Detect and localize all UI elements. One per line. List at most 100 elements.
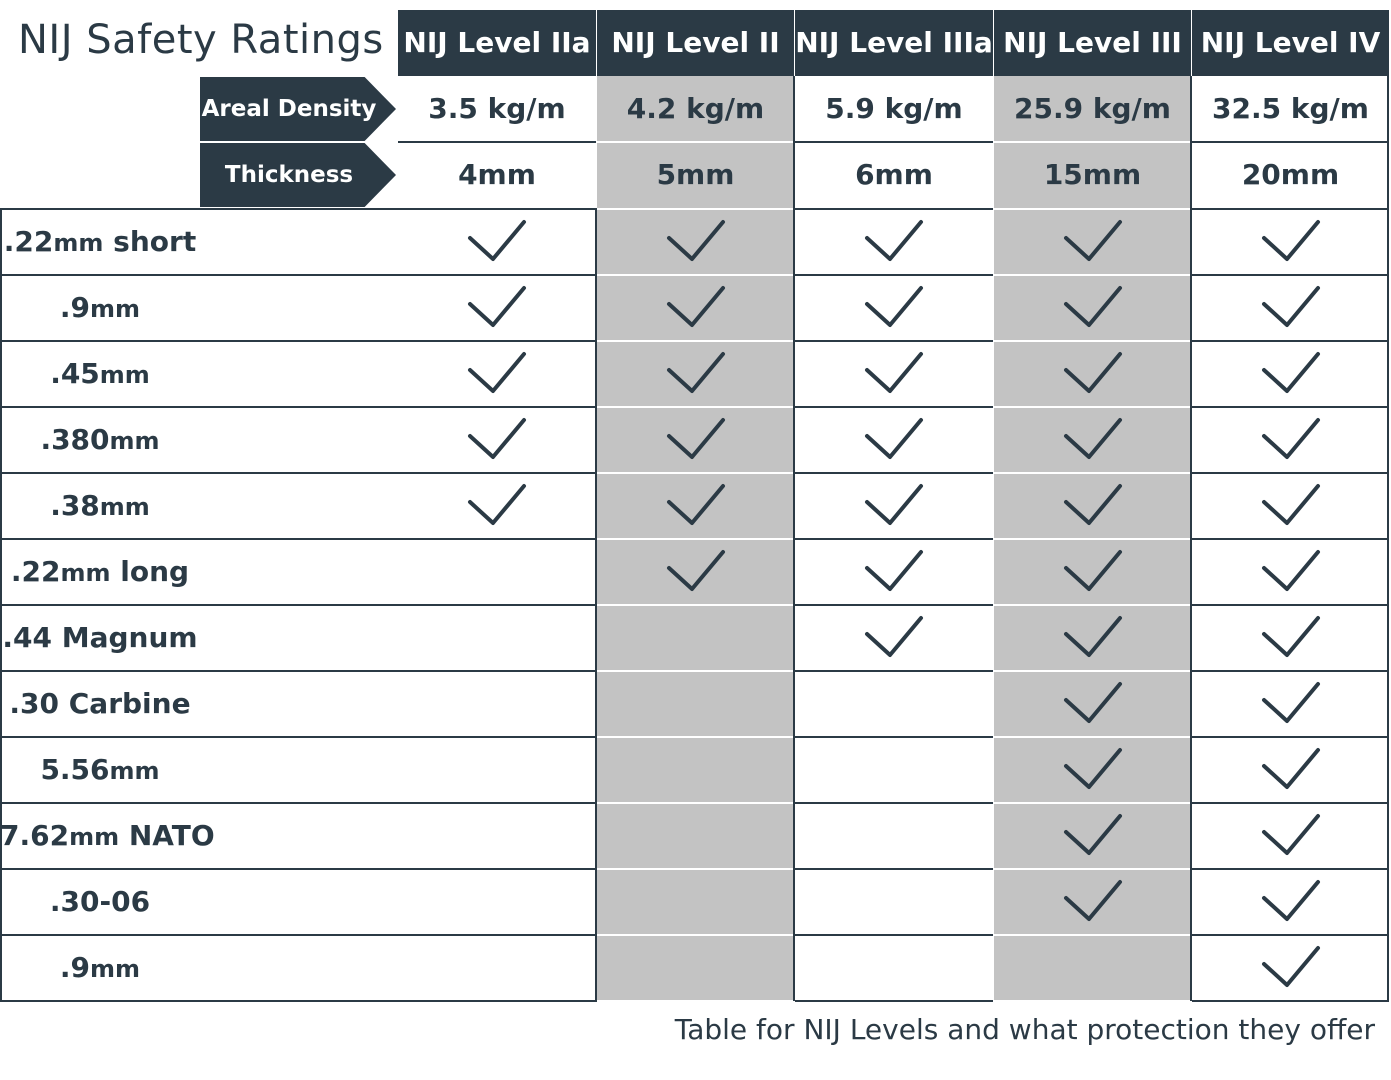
caliber-label: .30-06 xyxy=(0,870,200,934)
row-divider xyxy=(0,868,598,870)
row-divider xyxy=(0,604,598,606)
row-divider xyxy=(597,274,794,276)
check-icon xyxy=(865,550,923,591)
row-divider xyxy=(795,604,993,606)
row-divider xyxy=(795,406,993,408)
check-icon xyxy=(1261,418,1320,459)
check-icon xyxy=(468,286,526,327)
check-icon xyxy=(1261,682,1320,723)
row-divider xyxy=(597,141,794,143)
table-caption: Table for NIJ Levels and what protection… xyxy=(674,1013,1375,1046)
caliber-label: 7.62mm NATO xyxy=(0,804,215,868)
caliber-name: .22 xyxy=(3,225,54,258)
row-divider xyxy=(994,604,1191,606)
caliber-name: .30-06 xyxy=(49,885,151,918)
row-divider xyxy=(1192,670,1389,672)
row-divider xyxy=(1192,274,1389,276)
row-divider xyxy=(1192,141,1389,143)
caliber-name: .45 xyxy=(50,357,100,390)
level-header: NIJ Level III xyxy=(994,10,1191,76)
caliber-name: .38 xyxy=(50,489,100,522)
row-divider xyxy=(994,934,1191,936)
check-icon xyxy=(1261,484,1320,525)
check-icon xyxy=(1063,814,1122,855)
column-divider xyxy=(1387,76,1389,1001)
caliber-name: 5.56 xyxy=(40,753,110,786)
check-icon xyxy=(1261,814,1320,855)
row-divider xyxy=(994,406,1191,408)
row-divider xyxy=(1192,208,1389,210)
check-icon xyxy=(1261,286,1320,327)
row-divider xyxy=(597,802,794,804)
thickness-value: 6mm xyxy=(855,158,933,191)
check-icon xyxy=(666,484,725,525)
caliber-label: .45mm xyxy=(0,342,200,406)
row-divider xyxy=(597,868,794,870)
row-divider xyxy=(0,538,598,540)
row-divider xyxy=(795,274,993,276)
check-icon xyxy=(468,220,526,261)
caliber-unit: mm xyxy=(90,295,141,323)
areal-density-value: 32.5 kg/m xyxy=(1212,92,1369,125)
caliber-unit: mm xyxy=(90,955,141,983)
check-icon xyxy=(1063,484,1122,525)
row-divider xyxy=(0,736,598,738)
row-divider xyxy=(597,340,794,342)
areal-density-label: Areal Density xyxy=(200,77,396,141)
row-divider xyxy=(795,934,993,936)
level-header: NIJ Level IIa xyxy=(398,10,596,76)
caliber-name: .30 Carbine xyxy=(9,687,191,720)
caliber-label: .44 Magnum xyxy=(0,606,200,670)
row-divider xyxy=(597,736,794,738)
row-divider xyxy=(597,934,794,936)
row-divider xyxy=(795,472,993,474)
caliber-unit: mm xyxy=(60,559,111,587)
row-divider xyxy=(795,670,993,672)
row-divider xyxy=(1192,934,1389,936)
row-divider xyxy=(1192,736,1389,738)
row-divider xyxy=(597,472,794,474)
row-divider xyxy=(994,340,1191,342)
column-divider xyxy=(1190,76,1192,1001)
caliber-name: .380 xyxy=(40,423,110,456)
caliber-label: .380mm xyxy=(0,408,200,472)
check-icon xyxy=(1063,550,1122,591)
check-icon xyxy=(1261,946,1320,987)
caliber-label: 5.56mm xyxy=(0,738,200,802)
thickness-label: Thickness xyxy=(200,143,396,207)
check-icon xyxy=(1261,880,1320,921)
caliber-unit: mm xyxy=(109,427,160,455)
caliber-label: .22mm short xyxy=(0,210,200,274)
row-divider xyxy=(597,604,794,606)
caliber-label: .9mm xyxy=(0,936,200,1000)
row-divider xyxy=(1192,340,1389,342)
row-divider xyxy=(1192,406,1389,408)
row-divider xyxy=(994,802,1191,804)
row-divider xyxy=(0,274,598,276)
check-icon xyxy=(865,484,923,525)
row-divider xyxy=(795,802,993,804)
row-divider xyxy=(994,472,1191,474)
check-icon xyxy=(1261,748,1320,789)
row-divider xyxy=(795,736,993,738)
page-title: NIJ Safety Ratings xyxy=(18,17,384,63)
thickness-value: 20mm xyxy=(1241,158,1340,191)
level-header: NIJ Level II xyxy=(597,10,794,76)
check-icon xyxy=(666,352,725,393)
caliber-unit: mm xyxy=(53,229,104,257)
caliber-name: .22 xyxy=(10,555,61,588)
check-icon xyxy=(1063,418,1122,459)
row-divider xyxy=(994,1000,1191,1002)
row-divider xyxy=(994,670,1191,672)
areal-density-value: 4.2 kg/m xyxy=(626,92,765,125)
column-divider xyxy=(0,208,2,1002)
check-icon xyxy=(865,616,923,657)
row-divider xyxy=(0,472,598,474)
row-divider xyxy=(795,208,993,210)
row-divider xyxy=(0,208,598,210)
check-icon xyxy=(1063,352,1122,393)
row-divider xyxy=(1192,1000,1389,1002)
row-divider xyxy=(994,736,1191,738)
caliber-name: .9 xyxy=(59,291,91,324)
caliber-name: 7.62 xyxy=(0,819,70,852)
